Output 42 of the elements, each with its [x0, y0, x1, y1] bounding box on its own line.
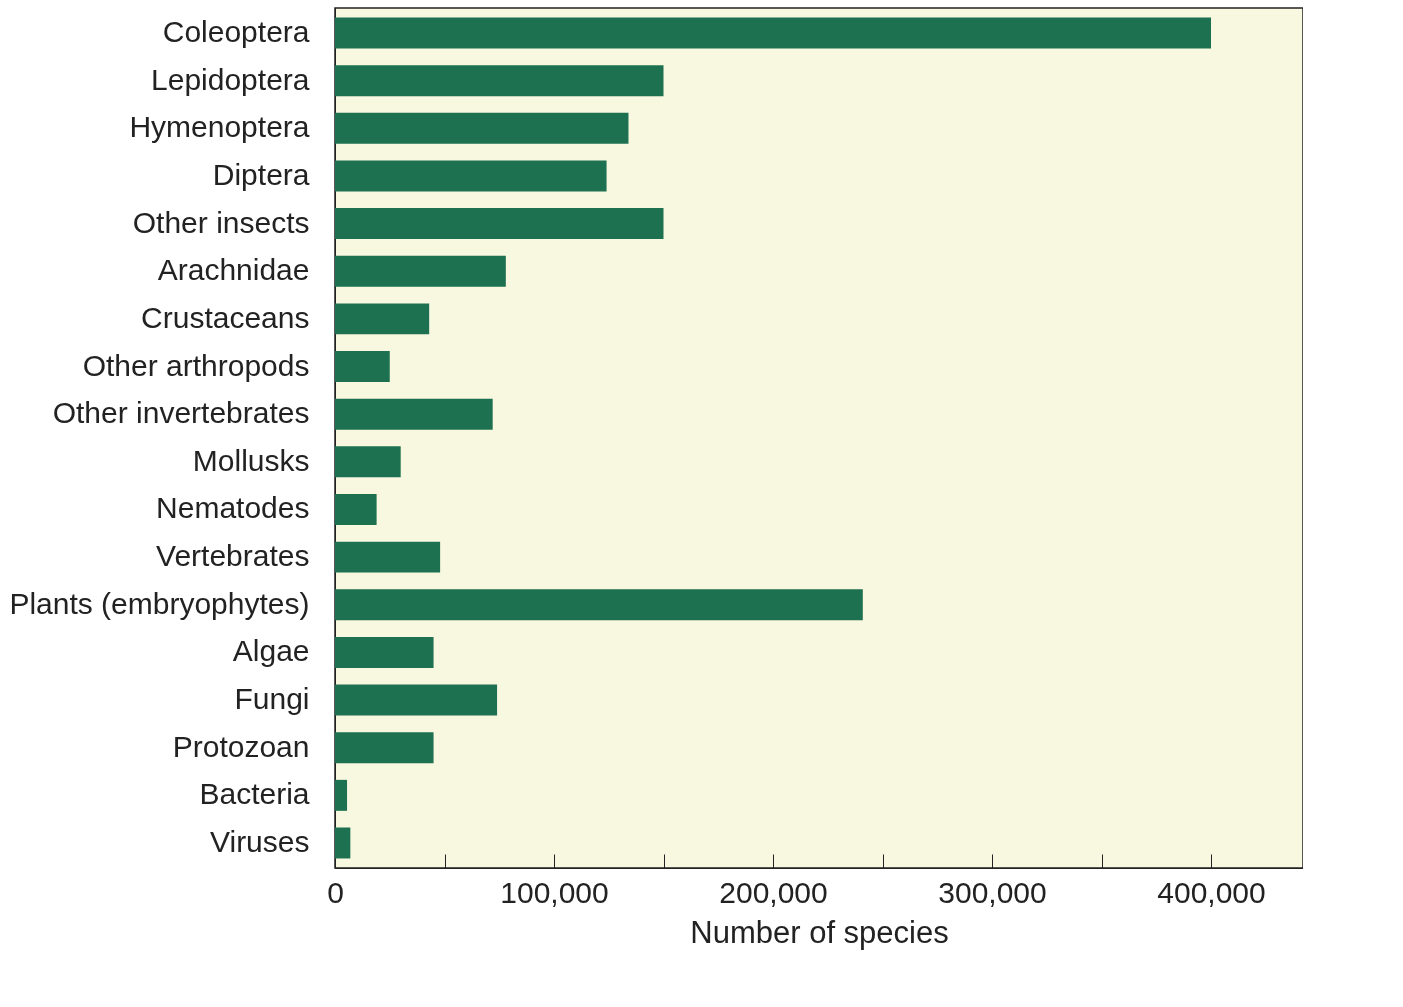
bar — [335, 398, 493, 430]
bar — [335, 684, 498, 716]
bar — [335, 351, 390, 383]
bar — [335, 446, 401, 478]
y-tick-label: Coleoptera — [162, 15, 310, 49]
bar — [335, 112, 629, 144]
y-tick-label: Vertebrates — [156, 539, 310, 573]
x-tick-label: 100,000 — [500, 875, 609, 909]
y-tick-label: Viruses — [210, 824, 310, 858]
x-tick-label: 200,000 — [719, 875, 828, 909]
bar — [335, 541, 441, 573]
x-tick-label: 400,000 — [1157, 875, 1266, 909]
bar — [335, 827, 351, 859]
bar — [335, 303, 430, 335]
y-tick-label: Fungi — [234, 682, 310, 716]
y-tick-label: Crustaceans — [141, 300, 310, 334]
bar — [335, 779, 348, 811]
y-tick-label: Mollusks — [192, 443, 310, 477]
bar — [335, 255, 506, 287]
y-tick-label: Diptera — [212, 157, 310, 191]
y-tick-label: Other arthropods — [82, 348, 310, 382]
x-axis-title: Number of species — [690, 914, 949, 950]
x-tick-label: 300,000 — [938, 875, 1047, 909]
y-tick-label: Nematodes — [156, 491, 310, 525]
bar — [335, 493, 377, 525]
x-tick-label: 0 — [327, 875, 344, 909]
y-tick-label: Bacteria — [199, 777, 310, 811]
y-tick-label: Lepidoptera — [151, 62, 310, 96]
bar — [335, 208, 664, 240]
y-tick-label: Arachnidae — [157, 253, 310, 287]
bar — [335, 589, 863, 621]
y-tick-label: Hymenoptera — [129, 110, 310, 144]
bar — [335, 636, 434, 668]
y-tick-label: Protozoan — [172, 729, 310, 763]
bar — [335, 732, 434, 764]
y-tick-label: Plants (embryophytes) — [9, 586, 310, 620]
bar — [335, 160, 607, 192]
bar — [335, 17, 1212, 49]
y-tick-label: Other insects — [132, 205, 310, 239]
y-tick-label: Other invertebrates — [52, 396, 310, 430]
bar — [335, 65, 664, 97]
y-tick-label: Algae — [232, 634, 310, 668]
